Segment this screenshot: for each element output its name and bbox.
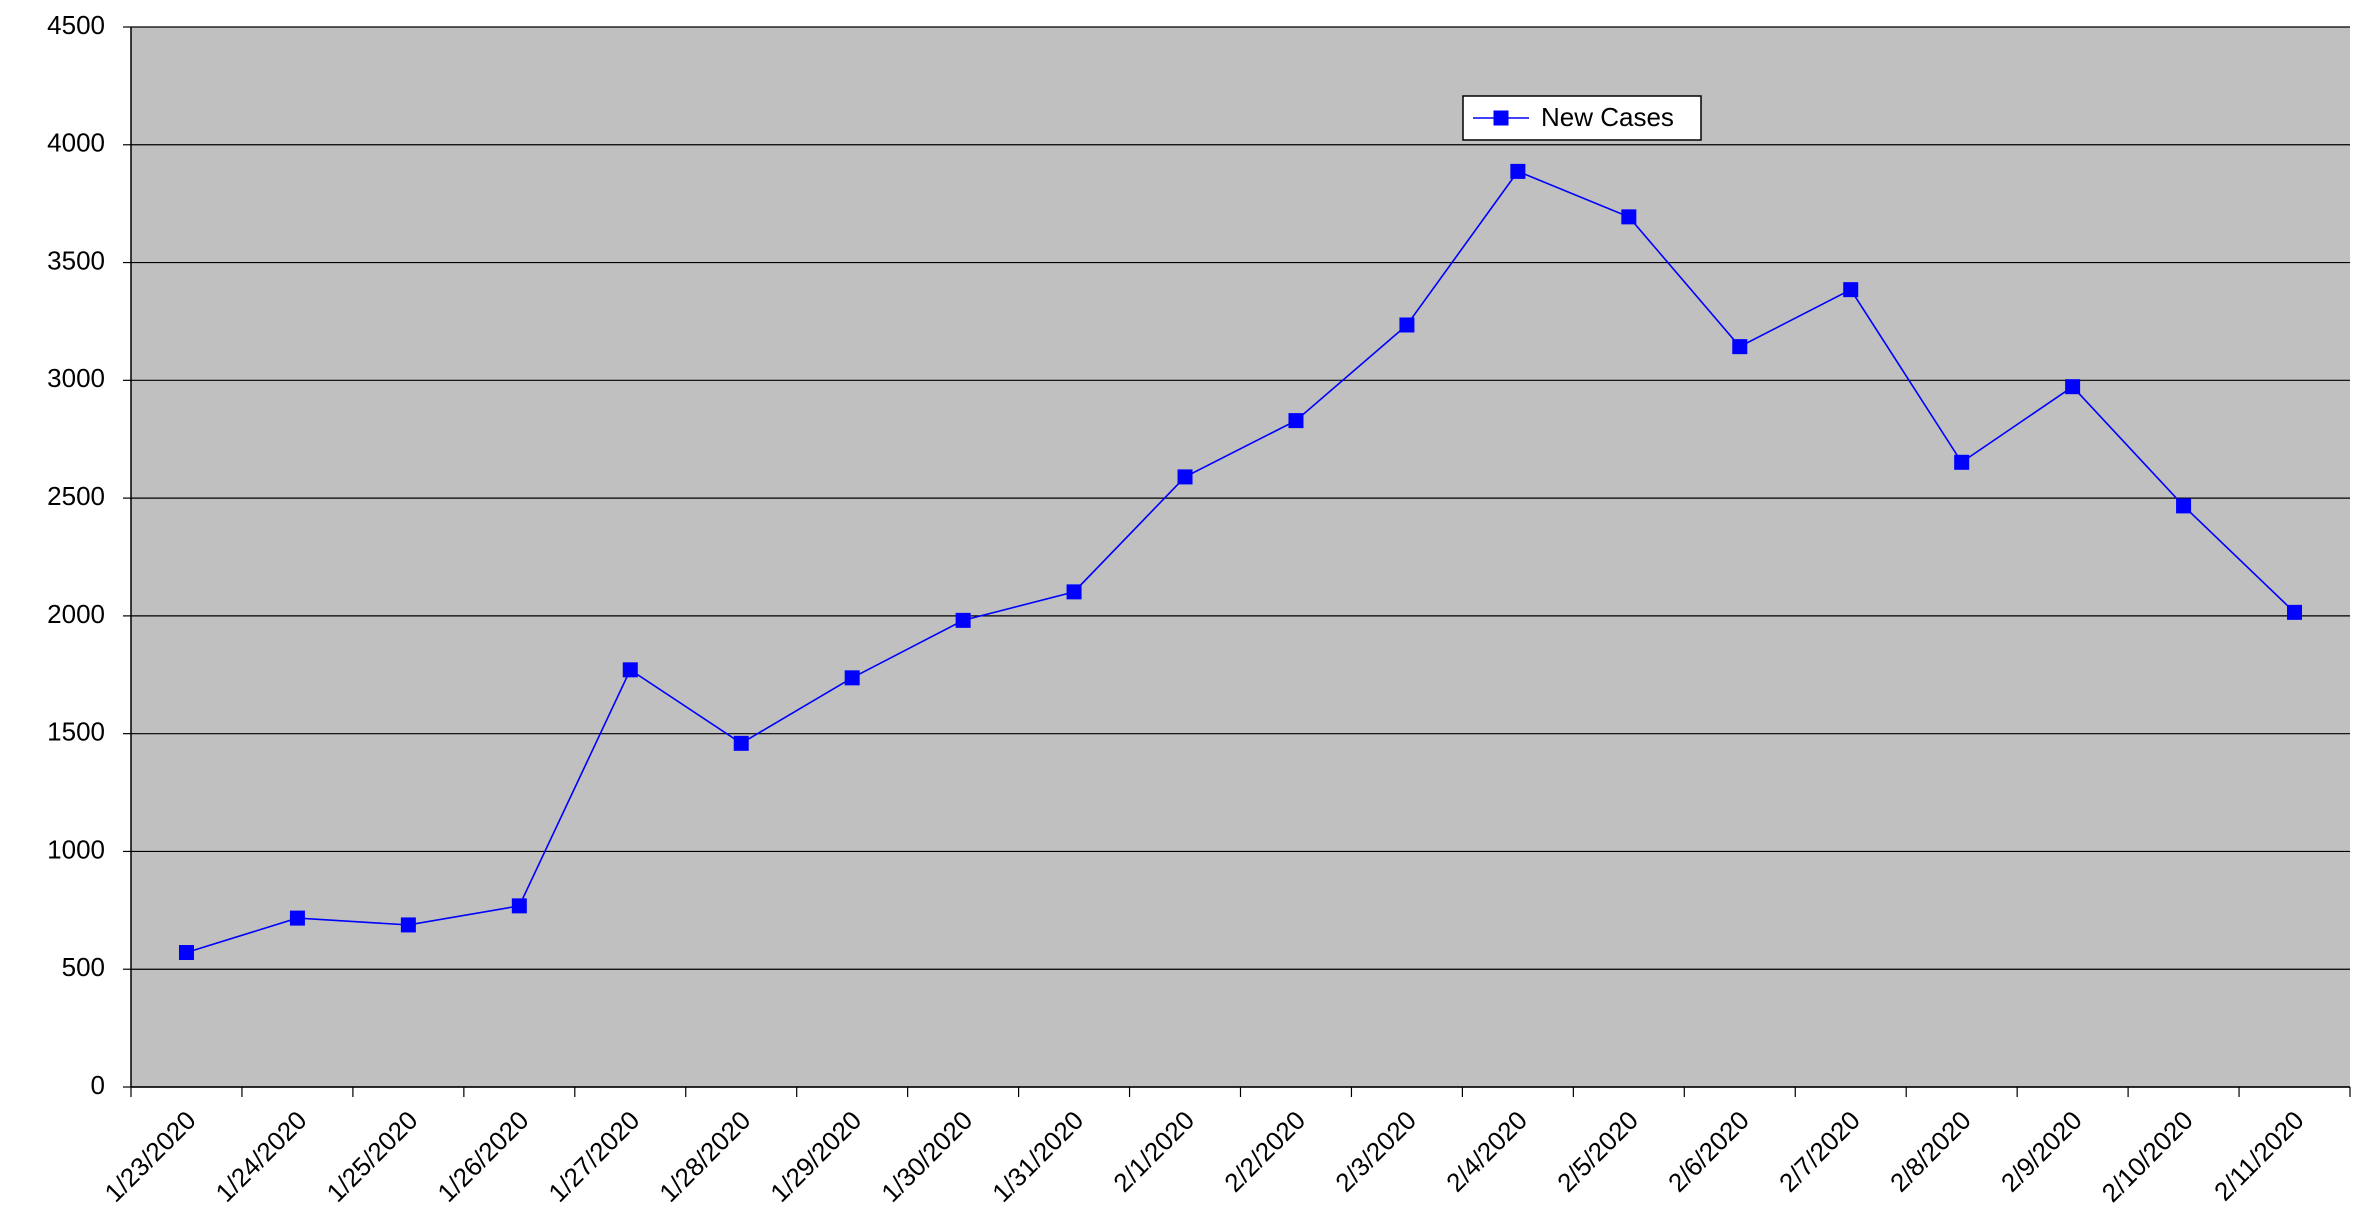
series-line <box>186 170 2296 954</box>
marker <box>289 910 305 926</box>
marker <box>2176 498 2192 514</box>
marker <box>400 917 416 933</box>
marker <box>955 612 971 628</box>
y-tick-label: 0 <box>91 1070 105 1100</box>
x-tick-label: 2/2/2020 <box>1218 1105 1311 1198</box>
marker <box>1621 209 1637 225</box>
marker <box>1177 469 1193 485</box>
x-tick-label: 2/7/2020 <box>1773 1105 1866 1198</box>
y-tick-label: 500 <box>62 952 105 982</box>
marker <box>1066 584 1082 600</box>
y-tick-label: 3000 <box>47 363 105 393</box>
x-tick-label: 2/10/2020 <box>2096 1105 2199 1208</box>
marker <box>1843 282 1859 298</box>
marker <box>178 944 194 960</box>
x-tick-label: 2/1/2020 <box>1107 1105 1200 1198</box>
x-tick-label: 2/4/2020 <box>1440 1105 1533 1198</box>
legend-marker <box>1493 110 1509 126</box>
y-tick-label: 4500 <box>47 10 105 40</box>
x-tick-label: 1/25/2020 <box>320 1105 423 1208</box>
x-tick-label: 2/3/2020 <box>1329 1105 1422 1198</box>
x-tick-label: 1/30/2020 <box>875 1105 978 1208</box>
marker <box>511 898 527 914</box>
y-tick-label: 2500 <box>47 481 105 511</box>
y-tick-label: 2000 <box>47 599 105 629</box>
x-tick-label: 1/24/2020 <box>210 1105 313 1208</box>
marker <box>2065 379 2081 395</box>
marker <box>1288 413 1304 429</box>
marker <box>622 662 638 678</box>
y-tick-label: 3500 <box>47 245 105 275</box>
marker <box>1954 454 1970 470</box>
y-tick-label: 4000 <box>47 128 105 158</box>
x-tick-label: 1/26/2020 <box>431 1105 534 1208</box>
marker <box>733 735 749 751</box>
x-tick-label: 1/28/2020 <box>653 1105 756 1208</box>
marker <box>1510 163 1526 179</box>
x-tick-label: 2/6/2020 <box>1662 1105 1755 1198</box>
marker <box>1732 339 1748 355</box>
x-tick-label: 2/11/2020 <box>2208 1105 2310 1207</box>
marker <box>844 670 860 686</box>
marker <box>1399 317 1415 333</box>
y-tick-label: 1500 <box>47 717 105 747</box>
x-tick-label: 1/27/2020 <box>542 1105 645 1208</box>
x-tick-label: 1/31/2020 <box>986 1105 1089 1208</box>
plot-area <box>131 27 2350 1087</box>
y-tick-label: 1000 <box>47 834 105 864</box>
x-tick-label: 1/29/2020 <box>764 1105 867 1208</box>
x-tick-label: 2/5/2020 <box>1551 1105 1644 1198</box>
x-tick-label: 2/9/2020 <box>1995 1105 2088 1198</box>
x-tick-label: 1/23/2020 <box>99 1105 202 1208</box>
marker <box>2287 604 2303 620</box>
legend-label: New Cases <box>1541 102 1674 132</box>
x-tick-label: 2/8/2020 <box>1884 1105 1977 1198</box>
